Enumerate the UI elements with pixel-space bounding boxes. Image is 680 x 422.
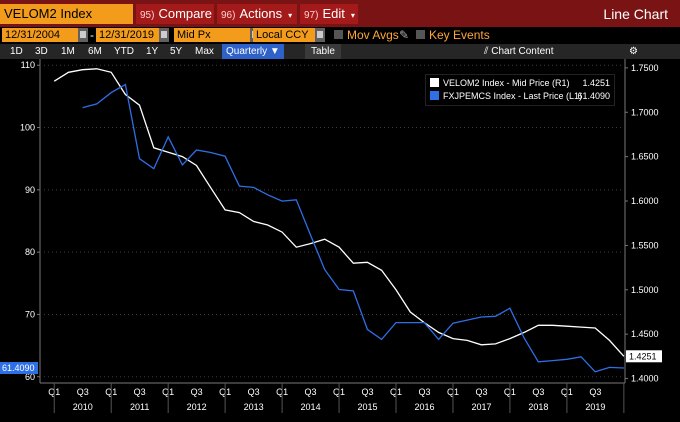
x-year-label: 2010 xyxy=(73,402,93,412)
left-tick-label: 70 xyxy=(25,309,35,319)
x-year-label: 2014 xyxy=(301,402,321,412)
legend-swatch-velom2 xyxy=(430,78,439,87)
left-tick-label: 90 xyxy=(25,185,35,195)
range-ytd[interactable]: YTD xyxy=(114,46,134,57)
edit-shortcut: 97) xyxy=(304,10,319,21)
key-events-label: Key Events xyxy=(429,28,490,42)
right-tick-label: 1.7500 xyxy=(631,63,659,73)
x-year-label: 2015 xyxy=(358,402,378,412)
x-year-label: 2013 xyxy=(244,402,264,412)
legend-item-velom2[interactable]: VELOM2 Index - Mid Price (R1) 1.4251 xyxy=(430,77,610,90)
legend-label-velom2: VELOM2 Index - Mid Price (R1) xyxy=(443,78,570,88)
right-tick-label: 1.7000 xyxy=(631,107,659,117)
x-quarter-label: Q3 xyxy=(362,387,374,397)
series-line-fxjpemcs xyxy=(82,83,624,373)
frequency-dropdown-icon: ▼ xyxy=(269,46,280,57)
x-quarter-label: Q3 xyxy=(418,387,430,397)
x-quarter-label: Q3 xyxy=(589,387,601,397)
right-tick-label: 1.6000 xyxy=(631,196,659,206)
compare-button[interactable]: 95) Compare xyxy=(136,4,214,24)
x-year-label: 2012 xyxy=(187,402,207,412)
line-chart: 60 70 80 90 100 110 1.4000 1.4500 1.5000 1.5500 1.… xyxy=(0,59,662,413)
legend-value-velom2: 1.4251 xyxy=(582,78,610,88)
range-3d[interactable]: 3D xyxy=(35,46,48,57)
page-title: Line Chart xyxy=(603,6,668,22)
frequency-dropdown[interactable]: Quarterly ▼ xyxy=(222,44,284,59)
actions-label: Actions xyxy=(239,6,283,21)
key-events-checkbox[interactable] xyxy=(416,30,425,39)
series-line-velom2 xyxy=(53,68,625,357)
right-tick-label: 1.6500 xyxy=(631,152,659,162)
last-price-badge-right-text: 1.4251 xyxy=(629,351,657,361)
start-calendar-icon[interactable] xyxy=(78,28,88,42)
range-1m[interactable]: 1M xyxy=(61,46,75,57)
range-bar: 1D 3D 1M 6M YTD 1Y 5Y Max Quarterly ▼ Ta… xyxy=(0,44,680,59)
right-tick-label: 1.5000 xyxy=(631,285,659,295)
pencil-icon[interactable]: ✎ xyxy=(399,28,410,42)
x-quarter-label: Q3 xyxy=(77,387,89,397)
currency-select[interactable]: Local CCY xyxy=(253,28,315,42)
actions-button[interactable]: 96) Actions ▾ xyxy=(217,4,297,24)
chart-content-button[interactable]: ⫽ Chart Content xyxy=(484,44,554,59)
x-year-label: 2011 xyxy=(130,402,149,412)
x-year-label: 2018 xyxy=(528,402,548,412)
x-quarter-label: Q3 xyxy=(305,387,317,397)
table-tab[interactable]: Table xyxy=(305,44,341,59)
mov-avgs-label: Mov Avgs xyxy=(347,28,399,42)
compare-shortcut: 95) xyxy=(140,10,155,21)
end-date-field[interactable]: 12/31/2019 xyxy=(96,28,159,42)
left-tick-label: 60 xyxy=(25,372,35,382)
actions-shortcut: 96) xyxy=(221,10,236,21)
actions-dropdown-icon: ▾ xyxy=(288,11,293,20)
ticker-field[interactable]: VELOM2 Index xyxy=(0,4,133,24)
x-year-label: 2017 xyxy=(471,402,491,412)
table-tab-label: Table xyxy=(311,46,335,57)
settings-row: 12/31/2004 - 12/31/2019 Mid Px Local CCY… xyxy=(0,27,680,44)
edit-button[interactable]: 97) Edit ▾ xyxy=(300,4,358,24)
x-quarter-label: Q3 xyxy=(475,387,487,397)
x-quarter-label: Q3 xyxy=(191,387,203,397)
right-tick-label: 1.4500 xyxy=(631,329,659,339)
range-1d[interactable]: 1D xyxy=(10,46,23,57)
right-tick-label: 1.4000 xyxy=(631,374,659,384)
range-5y[interactable]: 5Y xyxy=(170,46,183,57)
right-tick-label: 1.5500 xyxy=(631,240,659,250)
currency-dropdown-icon[interactable] xyxy=(315,28,325,42)
last-price-badge-left xyxy=(0,361,38,374)
end-calendar-icon[interactable] xyxy=(159,28,169,42)
range-max[interactable]: Max xyxy=(195,46,214,57)
range-1y[interactable]: 1Y xyxy=(146,46,159,57)
mov-avgs-checkbox[interactable] xyxy=(334,30,343,39)
edit-label: Edit xyxy=(322,6,345,21)
x-year-label: 2016 xyxy=(414,402,434,412)
settings-gear-icon[interactable]: ⚙ xyxy=(629,46,638,57)
x-quarter-label: Q3 xyxy=(134,387,146,397)
legend-swatch-fxjpemcs xyxy=(430,91,439,100)
compare-label: Compare xyxy=(158,6,212,21)
chart-icon: ⫽ xyxy=(484,46,489,57)
legend-label-fxjpemcs: FXJPEMCS Index - Last Price (L1) xyxy=(443,91,583,101)
start-date-field[interactable]: 12/31/2004 xyxy=(2,28,78,42)
date-separator: - xyxy=(90,28,94,42)
range-6m[interactable]: 6M xyxy=(88,46,102,57)
command-bar: VELOM2 Index 95) Compare 96) Actions ▾ 97) E… xyxy=(0,0,680,27)
left-tick-label: 80 xyxy=(25,247,35,257)
left-tick-label: 100 xyxy=(20,123,35,133)
frequency-label: Quarterly xyxy=(226,46,268,57)
left-tick-label: 110 xyxy=(21,60,35,70)
legend: VELOM2 Index - Mid Price (R1) 1.4251 FXJP… xyxy=(425,74,615,106)
x-year-label: 2019 xyxy=(585,402,605,412)
legend-value-fxjpemcs: 61.4090 xyxy=(577,91,610,101)
legend-item-fxjpemcs[interactable]: FXJPEMCS Index - Last Price (L1) 61.4090 xyxy=(430,90,610,103)
x-quarter-label: Q3 xyxy=(248,387,260,397)
x-quarter-label: Q3 xyxy=(532,387,544,397)
last-price-badge-right xyxy=(626,350,662,363)
edit-dropdown-icon: ▾ xyxy=(350,11,355,20)
price-field-select[interactable]: Mid Px xyxy=(174,28,250,42)
last-price-badge-left-text: 61.4090 xyxy=(2,363,35,373)
chart-area: 60 70 80 90 100 110 1.4000 1.4500 1.5000 1.5500 1.… xyxy=(0,59,680,419)
chart-content-label: Chart Content xyxy=(491,46,554,57)
